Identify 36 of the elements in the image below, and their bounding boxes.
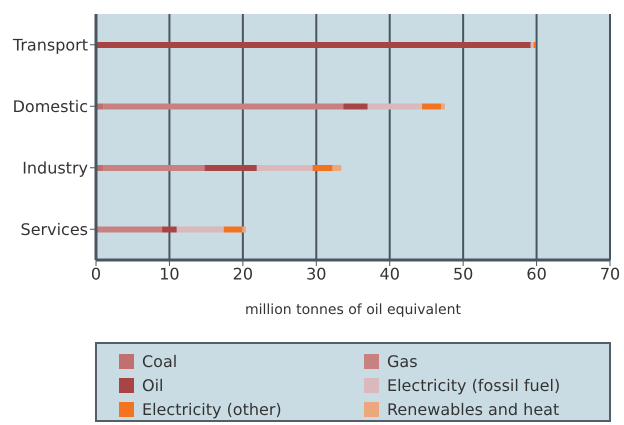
x-axis-title: million tonnes of oil equivalent xyxy=(245,302,462,318)
legend-label: Coal xyxy=(142,352,178,370)
legend-label: Oil xyxy=(142,376,164,394)
bar xyxy=(103,104,344,110)
bar xyxy=(242,226,246,232)
x-tick-label: 60 xyxy=(526,264,547,284)
bar xyxy=(96,42,531,48)
legend-label: Electricity (other) xyxy=(142,400,282,418)
x-tick-label: 20 xyxy=(232,264,254,284)
bar xyxy=(224,226,242,232)
bar xyxy=(441,104,445,110)
bar xyxy=(332,165,342,171)
y-tick-label: Domestic xyxy=(12,96,88,116)
bar xyxy=(256,165,313,171)
bar xyxy=(96,226,162,232)
bar xyxy=(204,165,257,171)
x-tick-label: 30 xyxy=(306,264,326,284)
x-tick-label: 10 xyxy=(159,264,180,284)
x-tick-label: 0 xyxy=(90,264,102,284)
legend-label: Renewables and heat xyxy=(387,400,560,418)
bar xyxy=(368,104,422,110)
bar xyxy=(312,165,332,171)
bar xyxy=(422,104,442,110)
x-tick-label: 40 xyxy=(380,264,400,284)
y-tick-label: Industry xyxy=(22,158,88,178)
y-tick-label: Services xyxy=(20,220,88,239)
bar xyxy=(103,165,205,171)
x-tick-label: 50 xyxy=(452,264,474,284)
bar xyxy=(176,226,224,232)
legend-label: Electricity (fossil fuel) xyxy=(387,376,560,394)
bar xyxy=(530,42,534,48)
bar xyxy=(343,104,368,110)
x-tick-label: 70 xyxy=(600,264,620,284)
y-tick-label: Transport xyxy=(12,35,88,54)
bar xyxy=(162,226,177,232)
legend-label: Gas xyxy=(387,352,418,370)
